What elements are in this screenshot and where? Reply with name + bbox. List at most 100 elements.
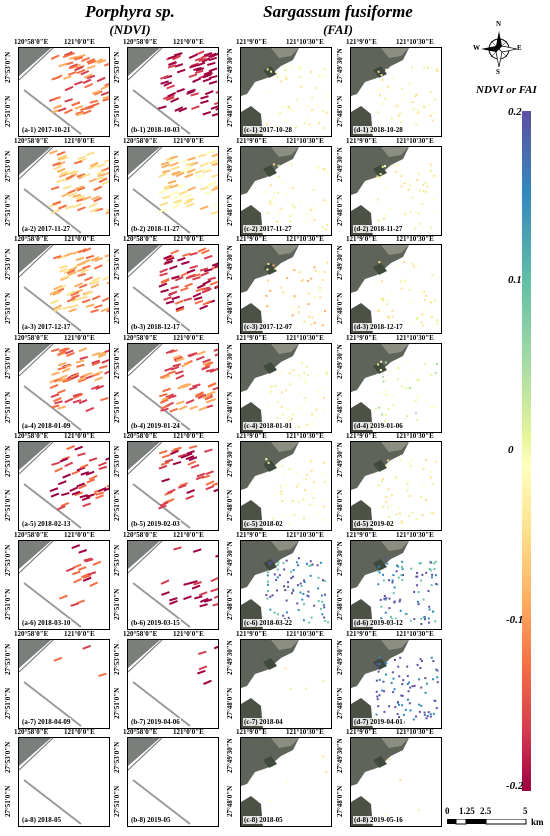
panel-label: (c-5) 2018-02: [243, 520, 284, 529]
panel-label: (d-3) 2018-12-17: [353, 323, 404, 332]
panel-c-8: 121°9'0"E 121°10'30"E 27°48'0"N 27°49'30"N (…: [226, 728, 332, 828]
panel-label: (c-8) 2018-05: [243, 816, 284, 825]
coordinate-label: 27°51'0"N: [4, 490, 12, 522]
panel-label: (a-7) 2018-04-09: [21, 717, 72, 726]
coordinate-label: 120°58'0"E: [14, 432, 49, 441]
map-image: (b-4) 2019-01-24: [127, 342, 219, 433]
coordinate-label: 27°51'0"N: [113, 293, 121, 325]
panel-c-1: 121°9'0"E 121°10'30"E 27°48'0"N 27°49'30"N (…: [226, 38, 332, 137]
compass-e: E: [517, 44, 522, 52]
coordinate-label: 27°51'0"N: [4, 391, 12, 423]
coordinate-label: 121°9'0"E: [346, 432, 377, 441]
coordinate-label: 121°10'30"E: [286, 235, 324, 244]
coordinate-label: 121°10'30"E: [396, 235, 434, 244]
coordinate-label: 120°58'0"E: [123, 432, 158, 441]
coordinate-label: 27°48'0"N: [336, 786, 344, 818]
panel-c-5: 121°9'0"E 121°10'30"E 27°48'0"N 27°49'30"N (…: [226, 432, 332, 532]
coordinate-label: 27°49'30"N: [336, 48, 344, 83]
coordinate-label: 121°9'0"E: [346, 333, 377, 342]
panel-label: (b-7) 2019-04-06: [130, 717, 181, 726]
right-title: Sargassum fusiforme: [263, 2, 413, 21]
coordinate-label: 121°0'0"E: [64, 235, 95, 244]
coordinate-label: 120°58'0"E: [123, 136, 158, 145]
coordinate-label: 27°53'0"N: [4, 742, 12, 774]
left-title: Porphyra sp.: [85, 2, 175, 21]
panel-label: (d-1) 2018-10-28: [353, 126, 404, 134]
coordinate-label: 27°48'0"N: [336, 490, 344, 522]
coordinate-label: 27°51'0"N: [4, 293, 12, 325]
map-image: (d-2) 2018-11-27: [350, 145, 442, 236]
panel-label: (d-2) 2018-11-27: [353, 224, 404, 233]
coordinate-label: 120°58'0"E: [123, 629, 158, 638]
right-subtitle: (FAI): [323, 22, 353, 37]
coordinate-label: 121°9'0"E: [236, 333, 267, 342]
coordinate-label: 121°10'30"E: [396, 38, 434, 46]
scale-bar: 0 1.25 2.5 5 km: [445, 806, 547, 834]
scale-label-25: 2.5: [480, 806, 492, 816]
coordinate-label: 27°51'0"N: [4, 95, 12, 127]
coordinate-label: 121°0'0"E: [64, 136, 95, 145]
coordinate-label: 27°51'0"N: [113, 490, 121, 522]
coordinate-label: 27°51'0"N: [4, 786, 12, 818]
coordinate-label: 120°58'0"E: [14, 38, 49, 46]
scale-bar-graphic: [447, 819, 527, 825]
coordinate-label: 121°9'0"E: [236, 38, 267, 46]
scale-unit: km: [531, 817, 544, 827]
panel-a-6: 120°58'0"E 121°0'0"E 27°51'0"N 27°53'0"N (a-…: [4, 531, 110, 630]
colorbar-tick-label: 0.2: [508, 106, 522, 118]
coordinate-label: 27°48'0"N: [226, 391, 234, 423]
coordinate-label: 121°10'30"E: [396, 531, 434, 539]
coordinate-label: 27°48'0"N: [226, 687, 234, 719]
coordinate-label: 27°48'0"N: [226, 490, 234, 522]
coordinate-label: 121°10'30"E: [286, 136, 324, 145]
coordinate-label: 120°58'0"E: [14, 728, 49, 737]
coordinate-label: 121°9'0"E: [236, 728, 267, 737]
coordinate-label: 121°10'30"E: [396, 136, 434, 145]
panel-d-1: 121°9'0"E 121°10'30"E 27°48'0"N 27°49'30"N (…: [336, 38, 442, 137]
coordinate-label: 27°49'30"N: [226, 48, 234, 83]
coordinate-label: 121°9'0"E: [346, 728, 377, 737]
coordinate-label: 121°9'0"E: [346, 235, 377, 244]
coordinate-label: 121°9'0"E: [346, 629, 377, 638]
legend-title: NDVI or FAI: [476, 84, 537, 96]
panel-label: (b-8) 2019-05: [130, 816, 172, 825]
coordinate-label: 121°0'0"E: [64, 629, 95, 638]
coordinate-label: 121°9'0"E: [236, 235, 267, 244]
coordinate-label: 27°49'30"N: [226, 146, 234, 182]
map-image: (d-5) 2019-02: [350, 441, 442, 532]
panel-label: (b-2) 2018-11-27: [130, 224, 181, 233]
scale-label-125: 1.25: [459, 806, 475, 816]
panel-c-7: 121°9'0"E 121°10'30"E 27°48'0"N 27°49'30"N (…: [226, 629, 332, 729]
coordinate-label: 27°53'0"N: [4, 51, 12, 83]
panel-d-2: 121°9'0"E 121°10'30"E 27°48'0"N 27°49'30"N (…: [336, 136, 442, 236]
coordinate-label: 121°0'0"E: [173, 136, 204, 145]
panel-b-1: 120°58'0"E 121°0'0"E 27°51'0"N 27°53'0"N (b-…: [113, 38, 219, 137]
scale-label-5: 5: [523, 806, 528, 816]
coordinate-label: 27°53'0"N: [113, 643, 121, 675]
coordinate-label: 120°58'0"E: [14, 235, 49, 244]
coordinate-label: 121°10'30"E: [286, 629, 324, 638]
map-image: (a-7) 2018-04-09: [18, 638, 110, 729]
panel-d-8: 121°9'0"E 121°10'30"E 27°48'0"N 27°49'30"N (…: [336, 728, 442, 828]
panel-label: (d-5) 2019-02: [353, 520, 395, 529]
coordinate-label: 121°0'0"E: [173, 531, 204, 539]
coordinate-label: 121°10'30"E: [396, 629, 434, 638]
coordinate-label: 27°53'0"N: [113, 249, 121, 281]
panel-a-4: 120°58'0"E 121°0'0"E 27°51'0"N 27°53'0"N (a-…: [4, 334, 110, 433]
coordinate-label: 121°9'0"E: [236, 432, 267, 441]
coordinate-label: 27°53'0"N: [4, 544, 12, 576]
coordinate-label: 121°9'0"E: [346, 531, 377, 539]
coordinate-label: 27°48'0"N: [336, 588, 344, 620]
coordinate-label: 120°58'0"E: [123, 235, 158, 244]
coordinate-label: 27°53'0"N: [4, 643, 12, 675]
compass-s: S: [496, 68, 500, 76]
panel-a-8: 120°58'0"E 121°0'0"E 27°51'0"N 27°53'0"N (a-…: [4, 728, 110, 828]
coordinate-label: 27°49'30"N: [336, 639, 344, 675]
panel-a-7: 120°58'0"E 121°0'0"E 27°51'0"N 27°53'0"N (a-…: [4, 629, 110, 729]
map-image: (c-5) 2018-02: [240, 441, 332, 532]
coordinate-label: 121°9'0"E: [236, 531, 267, 539]
map-image: (b-1) 2018-10-03: [127, 47, 219, 137]
panel-label: (b-3) 2018-12-17: [130, 323, 181, 332]
map-image: (c-4) 2018-01-01: [240, 342, 332, 433]
coordinate-label: 121°10'30"E: [286, 38, 324, 46]
